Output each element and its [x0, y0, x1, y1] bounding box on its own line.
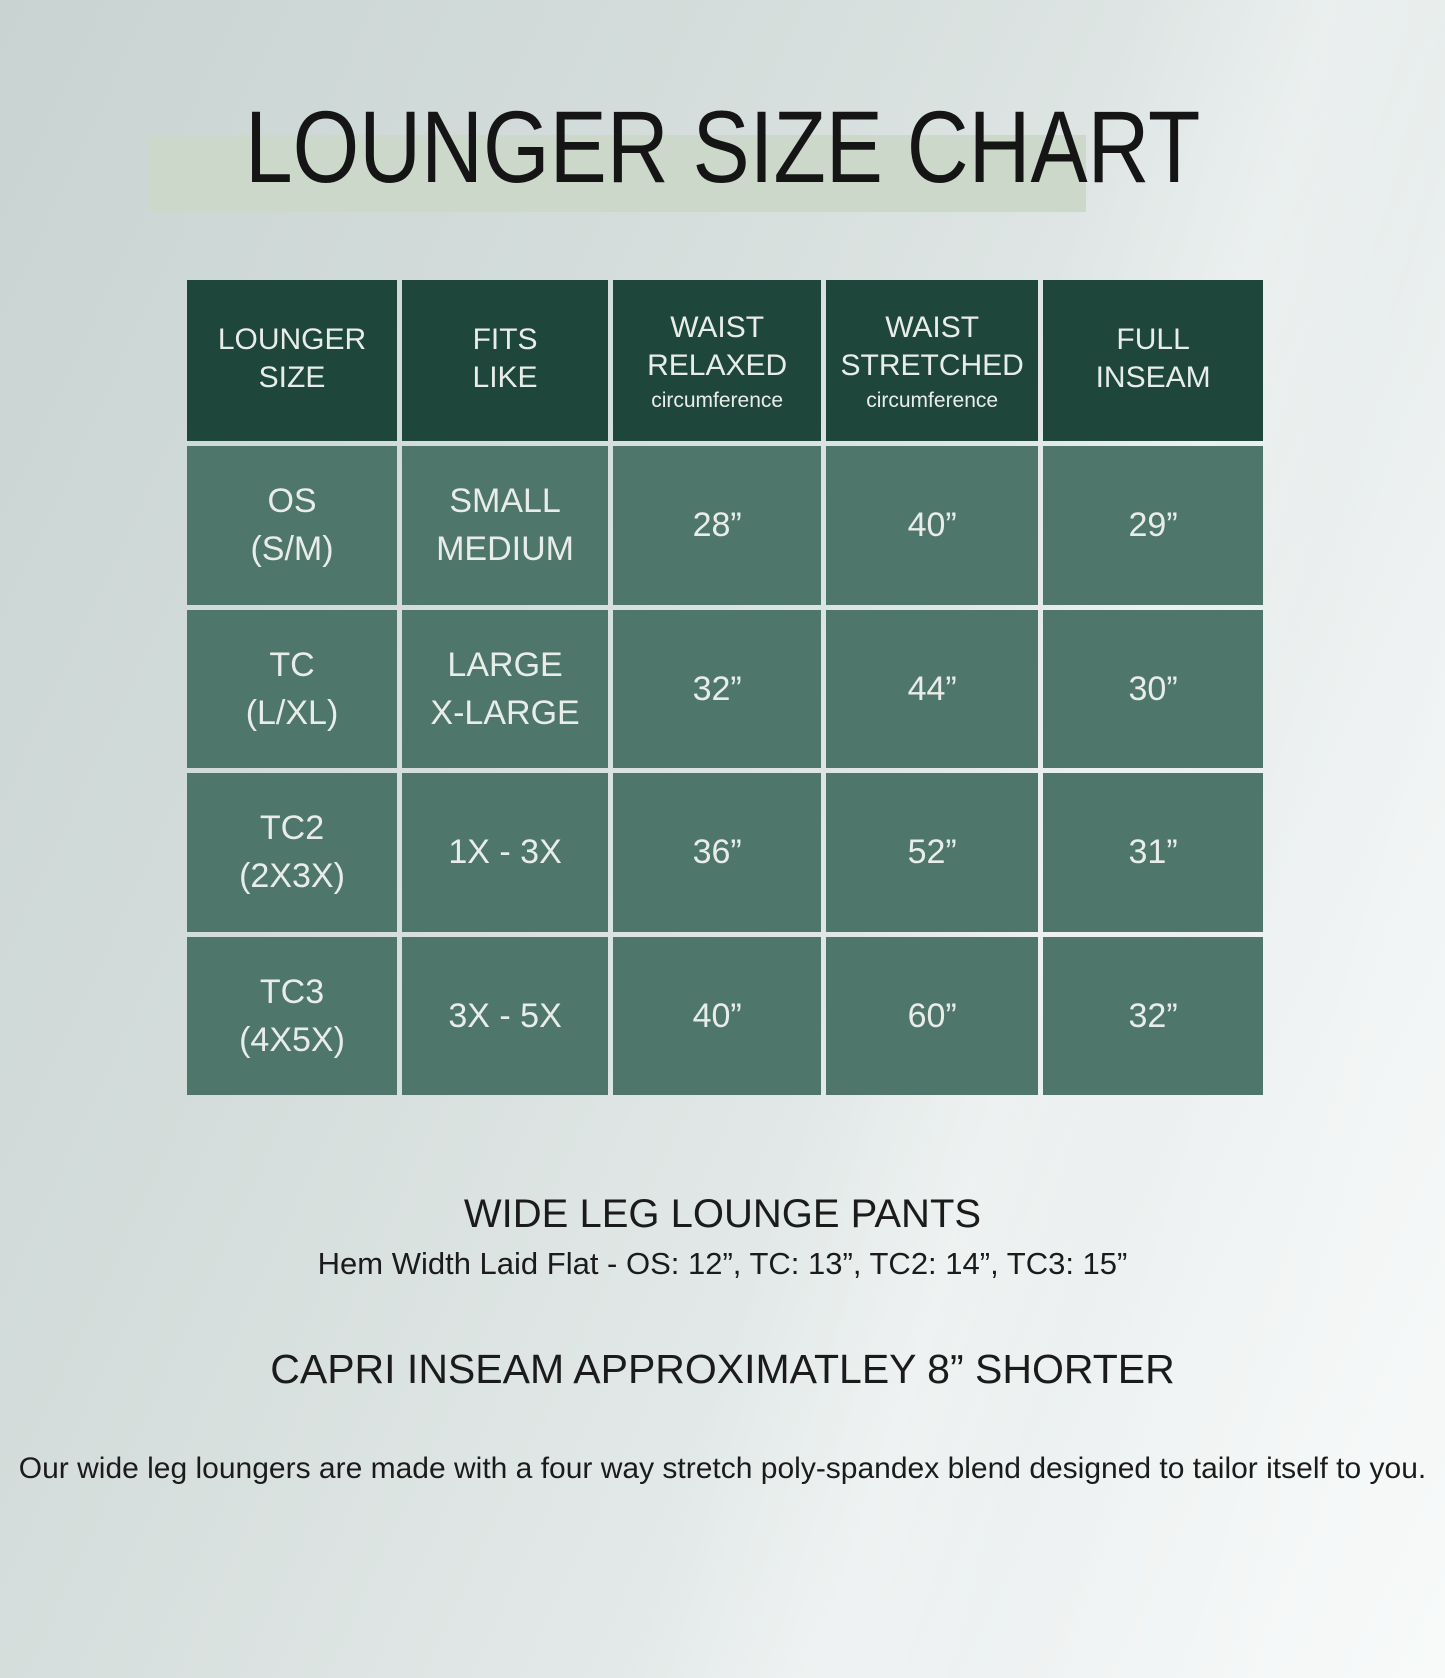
fabric-description: Our wide leg loungers are made with a fo… — [0, 1447, 1445, 1491]
capri-inseam-note: CAPRI INSEAM APPROXIMATLEY 8” SHORTER — [270, 1346, 1175, 1392]
size-code: TC2 — [259, 809, 325, 848]
row3-size-cell: TC2 (2X3X) — [187, 773, 398, 932]
row1-inseam-cell: 29” — [1043, 446, 1263, 605]
size-code: OS — [267, 482, 317, 521]
fabric-description-line: Our wide leg loungers are made with a fo… — [18, 1452, 1021, 1485]
size-alias: (4X5X) — [239, 1020, 345, 1059]
row4-inseam-cell: 32” — [1043, 936, 1263, 1095]
measurement-value: 29” — [1128, 506, 1178, 545]
header-cell-waist-relaxed: WAIST RELAXED circumference — [613, 280, 822, 441]
measurement-value: 40” — [907, 506, 957, 545]
header-subtitle: circumference — [651, 388, 784, 412]
fits-line: 1X - 3X — [448, 833, 562, 872]
header-cell-fits-like: FITS LIKE — [402, 280, 609, 441]
header-cell-full-inseam: FULL INSEAM — [1043, 280, 1263, 441]
fabric-description-line: designed to tailor itself to you. — [1029, 1452, 1427, 1485]
row2-waist-relaxed-cell: 32” — [613, 609, 822, 768]
size-code: TC3 — [259, 972, 325, 1011]
header-line: STRETCHED — [840, 348, 1024, 382]
row2-fits-cell: LARGE X-LARGE — [402, 609, 609, 768]
row1-fits-cell: SMALL MEDIUM — [402, 446, 609, 605]
row2-size-cell: TC (L/XL) — [187, 609, 398, 768]
row3-inseam-cell: 31” — [1043, 773, 1263, 932]
wide-leg-pants-heading: WIDE LEG LOUNGE PANTS — [463, 1192, 982, 1236]
row4-waist-relaxed-cell: 40” — [613, 936, 822, 1095]
measurement-value: 32” — [1128, 996, 1178, 1035]
measurement-value: 40” — [692, 996, 742, 1035]
fits-line: SMALL — [449, 482, 561, 521]
header-line: FULL — [1116, 323, 1190, 356]
measurement-value: 60” — [907, 996, 957, 1035]
size-code: TC — [269, 645, 315, 684]
header-line: RELAXED — [647, 348, 788, 382]
row3-waist-relaxed-cell: 36” — [613, 773, 822, 932]
header-cell-waist-stretched: WAIST STRETCHED circumference — [826, 280, 1039, 441]
header-line: SIZE — [258, 361, 326, 394]
header-line: FITS — [472, 323, 538, 356]
header-line: WAIST — [670, 310, 765, 344]
row4-waist-stretched-cell: 60” — [826, 936, 1039, 1095]
size-alias: (S/M) — [250, 530, 334, 569]
measurement-value: 32” — [692, 669, 742, 708]
hem-width-note: Hem Width Laid Flat - OS: 12”, TC: 13”, … — [317, 1246, 1128, 1281]
measurement-value: 36” — [692, 833, 742, 872]
size-chart-table: LOUNGER SIZE FITS LIKE WAIST RELAXED cir… — [187, 280, 1263, 1095]
row1-waist-relaxed-cell: 28” — [613, 446, 822, 605]
page-title: LOUNGER SIZE CHART — [0, 96, 1445, 198]
header-line: INSEAM — [1095, 361, 1211, 394]
fits-line: LARGE — [447, 645, 563, 684]
size-alias: (L/XL) — [245, 693, 339, 732]
fits-line: X-LARGE — [430, 693, 580, 732]
fits-line: 3X - 5X — [448, 996, 562, 1035]
measurement-value: 28” — [692, 506, 742, 545]
size-alias: (2X3X) — [239, 857, 345, 896]
header-line: WAIST — [885, 310, 980, 344]
row1-waist-stretched-cell: 40” — [826, 446, 1039, 605]
measurement-value: 30” — [1128, 669, 1178, 708]
header-line: LIKE — [472, 361, 538, 394]
row2-waist-stretched-cell: 44” — [826, 609, 1039, 768]
row2-inseam-cell: 30” — [1043, 609, 1263, 768]
header-cell-lounger-size: LOUNGER SIZE — [187, 280, 398, 441]
row3-fits-cell: 1X - 3X — [402, 773, 609, 932]
row3-waist-stretched-cell: 52” — [826, 773, 1039, 932]
page-title-text: LOUNGER SIZE CHART — [244, 90, 1201, 204]
header-subtitle: circumference — [866, 388, 999, 412]
measurement-value: 52” — [907, 833, 957, 872]
row4-size-cell: TC3 (4X5X) — [187, 936, 398, 1095]
measurement-value: 31” — [1128, 833, 1178, 872]
row1-size-cell: OS (S/M) — [187, 446, 398, 605]
row4-fits-cell: 3X - 5X — [402, 936, 609, 1095]
header-line: LOUNGER — [217, 323, 367, 356]
fits-line: MEDIUM — [436, 530, 574, 569]
title-highlight-band — [150, 135, 1086, 212]
measurement-value: 44” — [907, 669, 957, 708]
